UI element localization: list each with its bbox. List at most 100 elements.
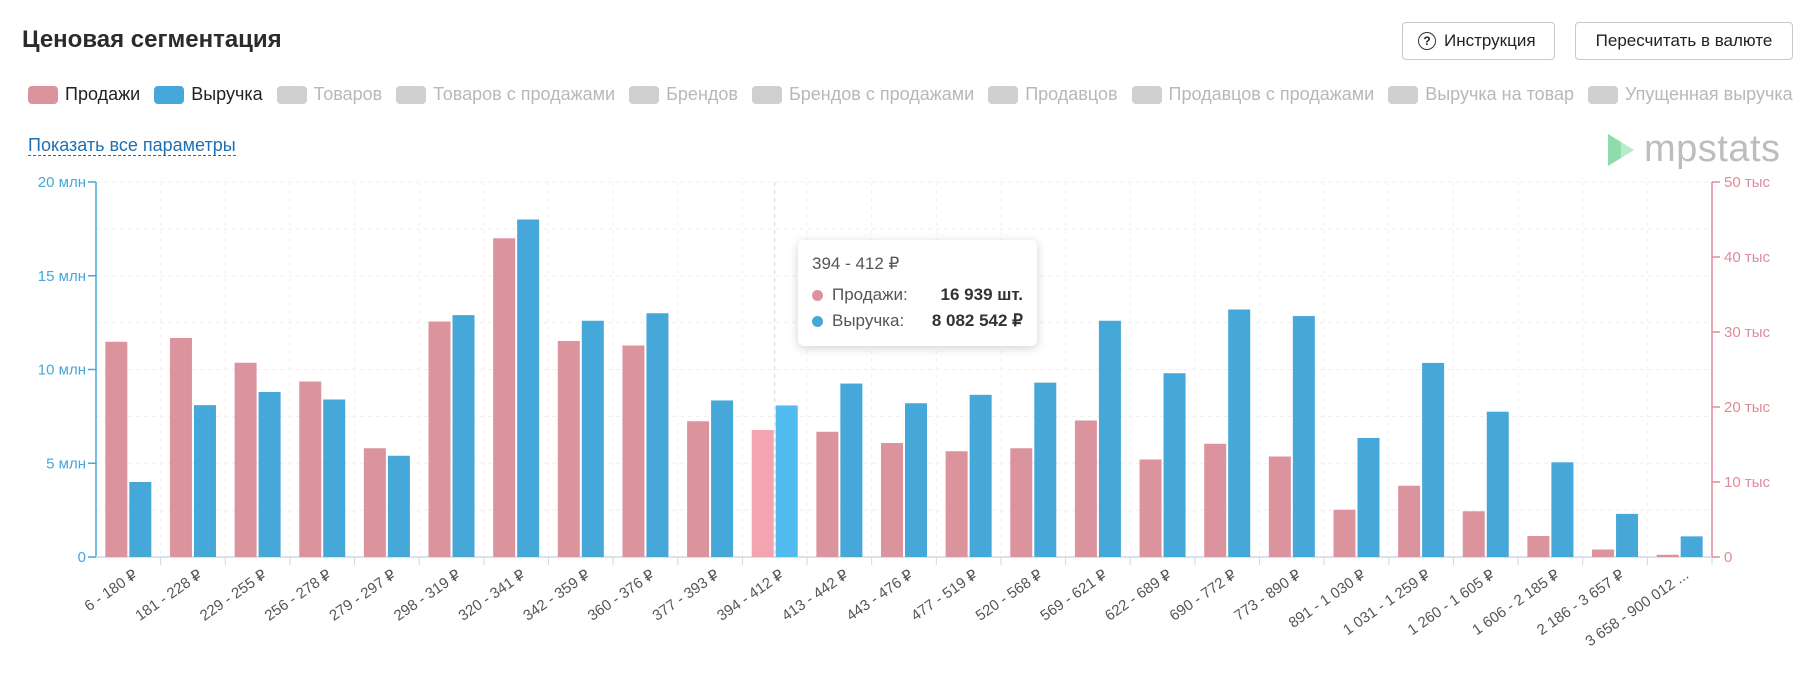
revenue-bar: [129, 482, 152, 557]
right-tick-label: 0: [1724, 549, 1732, 566]
tooltip-revenue-value: 8 082 542 ₽: [931, 311, 1023, 330]
legend-label: Продажи: [65, 84, 141, 104]
sales-bar: [493, 238, 516, 557]
x-tick-label: 181 - 228 ₽: [132, 566, 205, 624]
revenue-bar: [1422, 362, 1445, 557]
sales-bar: [1074, 420, 1097, 557]
revenue-bar: [1292, 316, 1315, 557]
revenue-bar: [1163, 373, 1186, 557]
legend-swatch: [1131, 85, 1162, 104]
revenue-bar: [1680, 536, 1703, 557]
left-tick-label: 5 млн: [46, 455, 86, 472]
right-tick-label: 40 тыс: [1724, 249, 1771, 266]
legend-item[interactable]: Брендов: [629, 84, 738, 105]
recalc-currency-button[interactable]: Пересчитать в валюте: [1575, 22, 1793, 60]
legend-swatch: [751, 85, 782, 104]
revenue-bar: [581, 320, 604, 557]
revenue-bar: [775, 405, 798, 557]
legend-item[interactable]: Товаров с продажами: [396, 84, 615, 105]
x-tick-label: 394 - 412 ₽: [714, 566, 787, 624]
sales-bar: [1333, 509, 1356, 557]
sales-bar: [169, 338, 192, 557]
tooltip-row-revenue: Выручка: 8 082 542 ₽: [812, 308, 1023, 334]
legend-label: Выручка: [191, 84, 263, 104]
legend-swatch: [154, 85, 185, 104]
right-tick-label: 30 тыс: [1724, 324, 1771, 341]
x-tick-label: 477 - 519 ₽: [908, 566, 981, 624]
revenue-bar: [452, 315, 475, 557]
revenue-bar: [258, 392, 281, 557]
instruction-button[interactable]: ? Инструкция: [1402, 22, 1555, 60]
sales-bar: [1656, 554, 1679, 557]
revenue-bar: [1551, 462, 1574, 557]
sales-bar: [1398, 485, 1421, 557]
revenue-bar: [193, 405, 216, 557]
legend-label: Продавцов: [1025, 84, 1118, 104]
sales-bar: [687, 421, 710, 557]
legend-item[interactable]: Продажи: [28, 84, 140, 105]
chart-legend: Продажи Выручка Товаров Товаров с продажами…: [28, 84, 1807, 105]
legend-swatch: [276, 85, 307, 104]
right-tick-label: 20 тыс: [1724, 399, 1771, 416]
x-tick-label: 622 - 689 ₽: [1102, 566, 1175, 624]
legend-swatch: [629, 85, 660, 104]
mpstats-logo-icon: [1608, 133, 1634, 166]
tooltip-sales-dot: [812, 289, 823, 301]
revenue-bar: [905, 403, 927, 557]
legend-item[interactable]: Продавцов: [988, 84, 1118, 105]
revenue-bar: [1486, 411, 1509, 557]
revenue-bar: [1228, 309, 1251, 557]
left-tick-label: 15 млн: [38, 268, 86, 285]
x-tick-label: 360 - 376 ₽: [585, 566, 658, 624]
help-circle-icon: ?: [1418, 32, 1436, 50]
legend-item[interactable]: Выручка на товар: [1388, 84, 1574, 105]
x-tick-label: 298 - 319 ₽: [391, 566, 464, 624]
x-tick-label: 443 - 476 ₽: [843, 566, 916, 624]
sales-bar: [234, 362, 257, 557]
legend-swatch: [28, 85, 58, 104]
revenue-bar: [1616, 513, 1639, 557]
sales-bar: [751, 429, 774, 557]
legend-label: Товаров: [313, 84, 383, 104]
revenue-bar: [1357, 437, 1380, 557]
sales-bar: [557, 341, 580, 557]
legend-item[interactable]: Брендов с продажами: [751, 84, 975, 105]
legend-label: Выручка на товар: [1425, 84, 1575, 104]
x-tick-label: 256 - 278 ₽: [262, 566, 335, 624]
sales-bar: [1204, 443, 1227, 557]
legend-swatch: [1588, 85, 1619, 104]
mpstats-logo: mpstats: [1606, 128, 1781, 171]
show-all-params-link[interactable]: Показать все параметры: [28, 135, 236, 156]
sales-bar: [622, 345, 645, 557]
x-tick-label: 342 - 359 ₽: [520, 566, 593, 624]
legend-swatch: [1388, 85, 1419, 104]
sales-bar: [1462, 511, 1485, 557]
revenue-bar: [323, 399, 346, 557]
page-title: Ценовая сегментация: [22, 26, 282, 53]
legend-label: Упущенная выручка: [1625, 84, 1793, 104]
x-tick-label: 690 - 772 ₽: [1167, 566, 1240, 624]
sales-bar: [363, 448, 386, 557]
tooltip-revenue-label: Выручка:: [832, 311, 905, 330]
revenue-bar: [387, 455, 410, 557]
x-tick-label: 520 - 568 ₽: [973, 566, 1046, 624]
right-tick-label: 10 тыс: [1724, 474, 1771, 491]
sales-bar: [816, 431, 839, 557]
revenue-bar: [840, 383, 863, 557]
legend-label: Брендов с продажами: [788, 84, 975, 104]
tooltip-sales-value: 16 939 шт.: [940, 285, 1023, 304]
revenue-bar: [517, 219, 540, 557]
right-tick-label: 50 тыс: [1724, 174, 1771, 191]
sales-bar: [1592, 549, 1615, 557]
legend-item[interactable]: Продавцов с продажами: [1131, 84, 1374, 105]
x-tick-label: 320 - 341 ₽: [456, 566, 529, 624]
x-tick-label: 6 - 180 ₽: [81, 566, 141, 615]
sales-bar: [1527, 536, 1550, 557]
legend-item[interactable]: Упущенная выручка: [1588, 84, 1793, 105]
legend-item[interactable]: Товаров: [276, 84, 383, 105]
revenue-bar: [969, 394, 992, 557]
legend-item[interactable]: Выручка: [154, 84, 263, 105]
revenue-bar: [1098, 320, 1121, 557]
sales-bar: [1139, 459, 1162, 557]
